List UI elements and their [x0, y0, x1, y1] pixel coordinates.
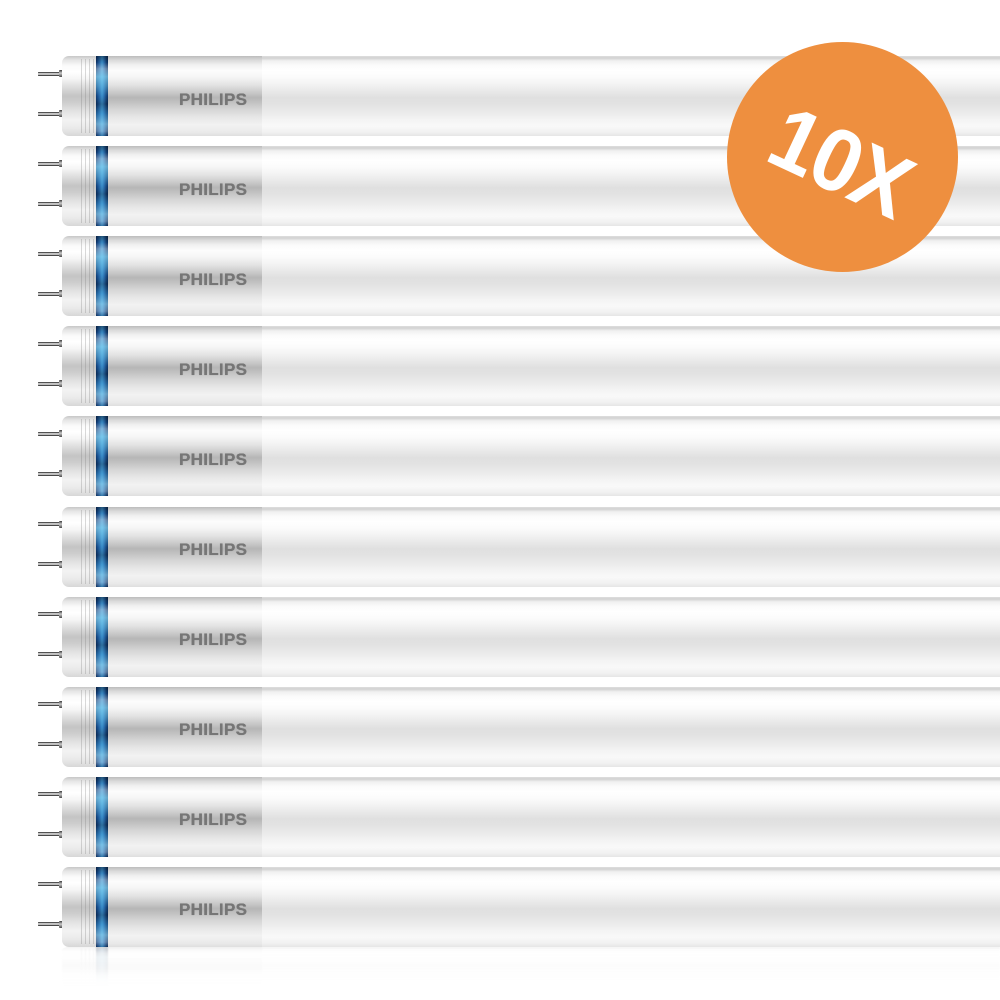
svg-text:10X: 10X	[754, 87, 927, 238]
